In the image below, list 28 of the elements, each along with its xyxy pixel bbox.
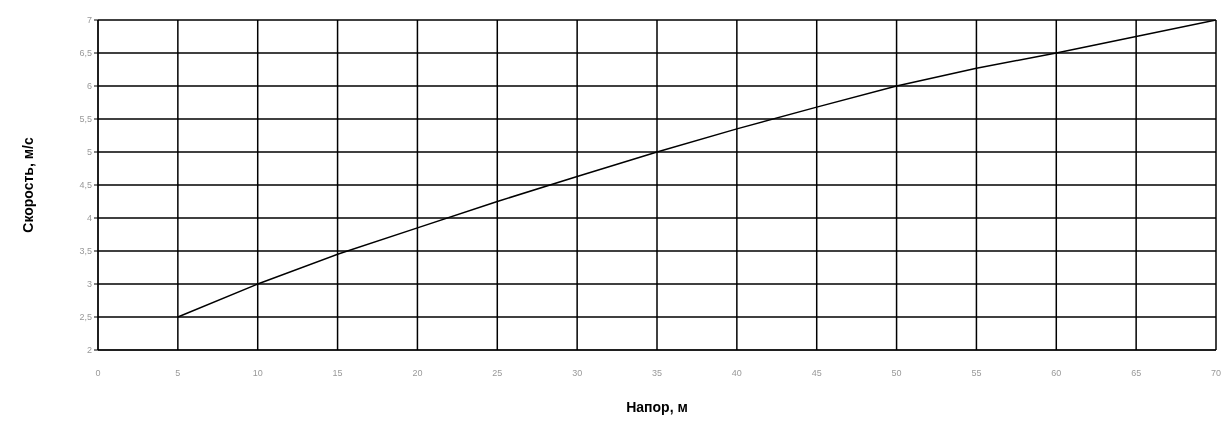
x-axis-title: Напор, м [626, 399, 688, 415]
y-tick-label: 6,5 [79, 48, 92, 59]
y-tick-label: 2,5 [79, 312, 92, 323]
y-tick-label: 3 [86, 279, 92, 290]
y-axis-title: Скорость, м/с [19, 137, 36, 233]
x-tick-label: 65 [1131, 368, 1142, 379]
x-tick-label: 30 [572, 368, 583, 379]
y-tick-label: 6 [86, 81, 92, 92]
x-tick-label: 45 [811, 368, 822, 379]
x-tick-label: 25 [492, 368, 503, 379]
y-tick-label: 5 [86, 147, 92, 158]
x-tick-label: 70 [1210, 368, 1222, 379]
y-tick-label: 2 [86, 345, 92, 356]
x-tick-label: 20 [412, 368, 423, 379]
x-tick-label: 55 [971, 368, 982, 379]
x-tick-label: 50 [891, 368, 902, 379]
x-tick-label: 10 [252, 368, 263, 379]
x-tick-label: 35 [651, 368, 663, 379]
x-tick-label: 15 [332, 368, 343, 379]
x-tick-label: 5 [175, 368, 181, 379]
x-tick-label: 0 [95, 368, 101, 379]
y-tick-label: 4 [86, 213, 92, 224]
x-tick-label: 40 [731, 368, 742, 379]
x-tick-label: 60 [1051, 368, 1062, 379]
y-tick-label: 4,5 [79, 180, 92, 191]
y-tick-label: 7 [86, 15, 92, 26]
y-tick-label: 5,5 [79, 114, 92, 125]
y-tick-label: 3,5 [79, 246, 92, 257]
